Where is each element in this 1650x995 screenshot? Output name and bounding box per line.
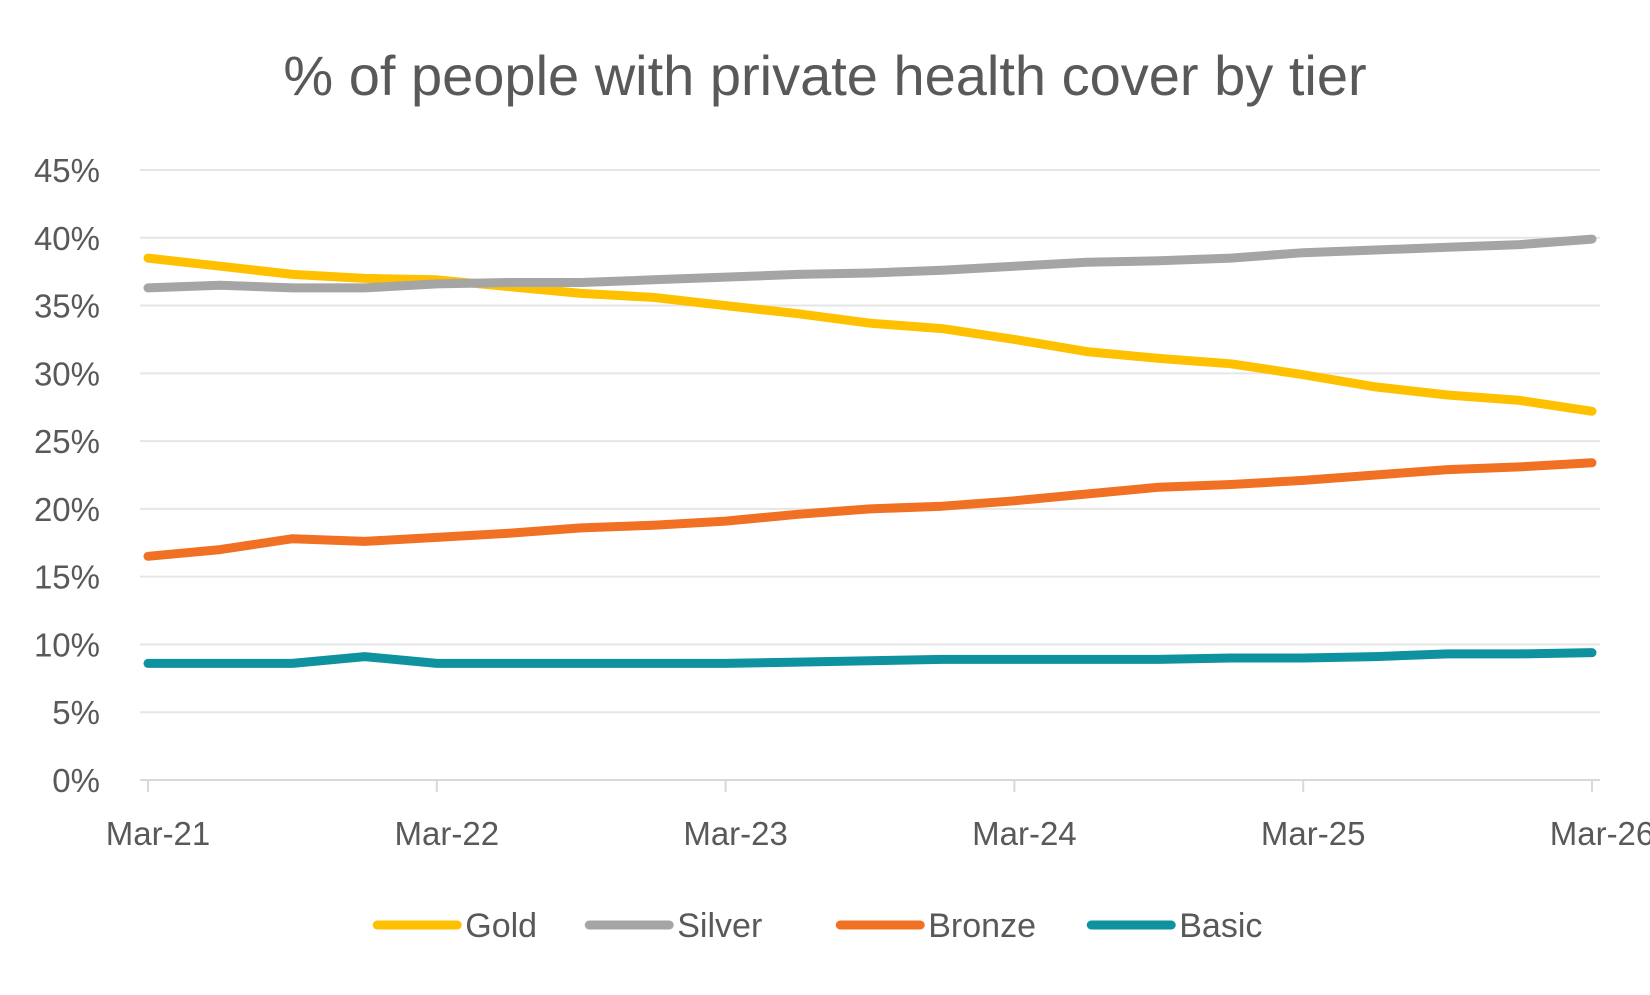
x-tick-label: Mar-23 (683, 815, 788, 852)
y-tick-label: 40% (34, 220, 100, 257)
x-tick-label: Mar-22 (395, 815, 500, 852)
x-tick-label: Mar-25 (1261, 815, 1366, 852)
y-tick-label: 25% (34, 423, 100, 460)
y-tick-label: 15% (34, 559, 100, 596)
legend-label: Silver (677, 907, 762, 945)
series-lines (143, 234, 1597, 668)
gridlines (140, 169, 1600, 714)
y-tick-label: 0% (52, 762, 100, 799)
axes: 0% 5% 10% 15% 20% 25% 30% 35% 40% 45% Mar-21 Mar-22… (34, 152, 1650, 852)
y-tick-label: 45% (34, 152, 100, 189)
series-line-gold (143, 253, 1597, 416)
y-tick-label: 30% (34, 355, 100, 392)
legend-item-basic: Basic (1086, 907, 1262, 945)
chart-title: % of people with private health cover by… (283, 44, 1366, 107)
legend-label: Bronze (928, 907, 1036, 945)
legend-item-silver: Silver (584, 907, 762, 945)
legend-label: Gold (465, 907, 537, 945)
x-tick-label: Mar-24 (972, 815, 1077, 852)
x-tick-label: Mar-21 (106, 815, 211, 852)
legend-item-gold: Gold (372, 907, 537, 945)
y-tick-label: 10% (34, 626, 100, 663)
legend-label: Basic (1179, 907, 1262, 945)
legend-item-bronze: Bronze (835, 907, 1036, 945)
y-tick-label: 35% (34, 288, 100, 325)
series-line-silver (143, 234, 1597, 293)
x-tick-label: Mar-26 (1550, 815, 1650, 852)
legend: Gold Silver Bronze Basic (372, 907, 1262, 945)
y-tick-label: 5% (52, 694, 100, 731)
y-tick-label: 20% (34, 491, 100, 528)
series-line-bronze (143, 458, 1597, 561)
series-line-basic (143, 648, 1597, 668)
